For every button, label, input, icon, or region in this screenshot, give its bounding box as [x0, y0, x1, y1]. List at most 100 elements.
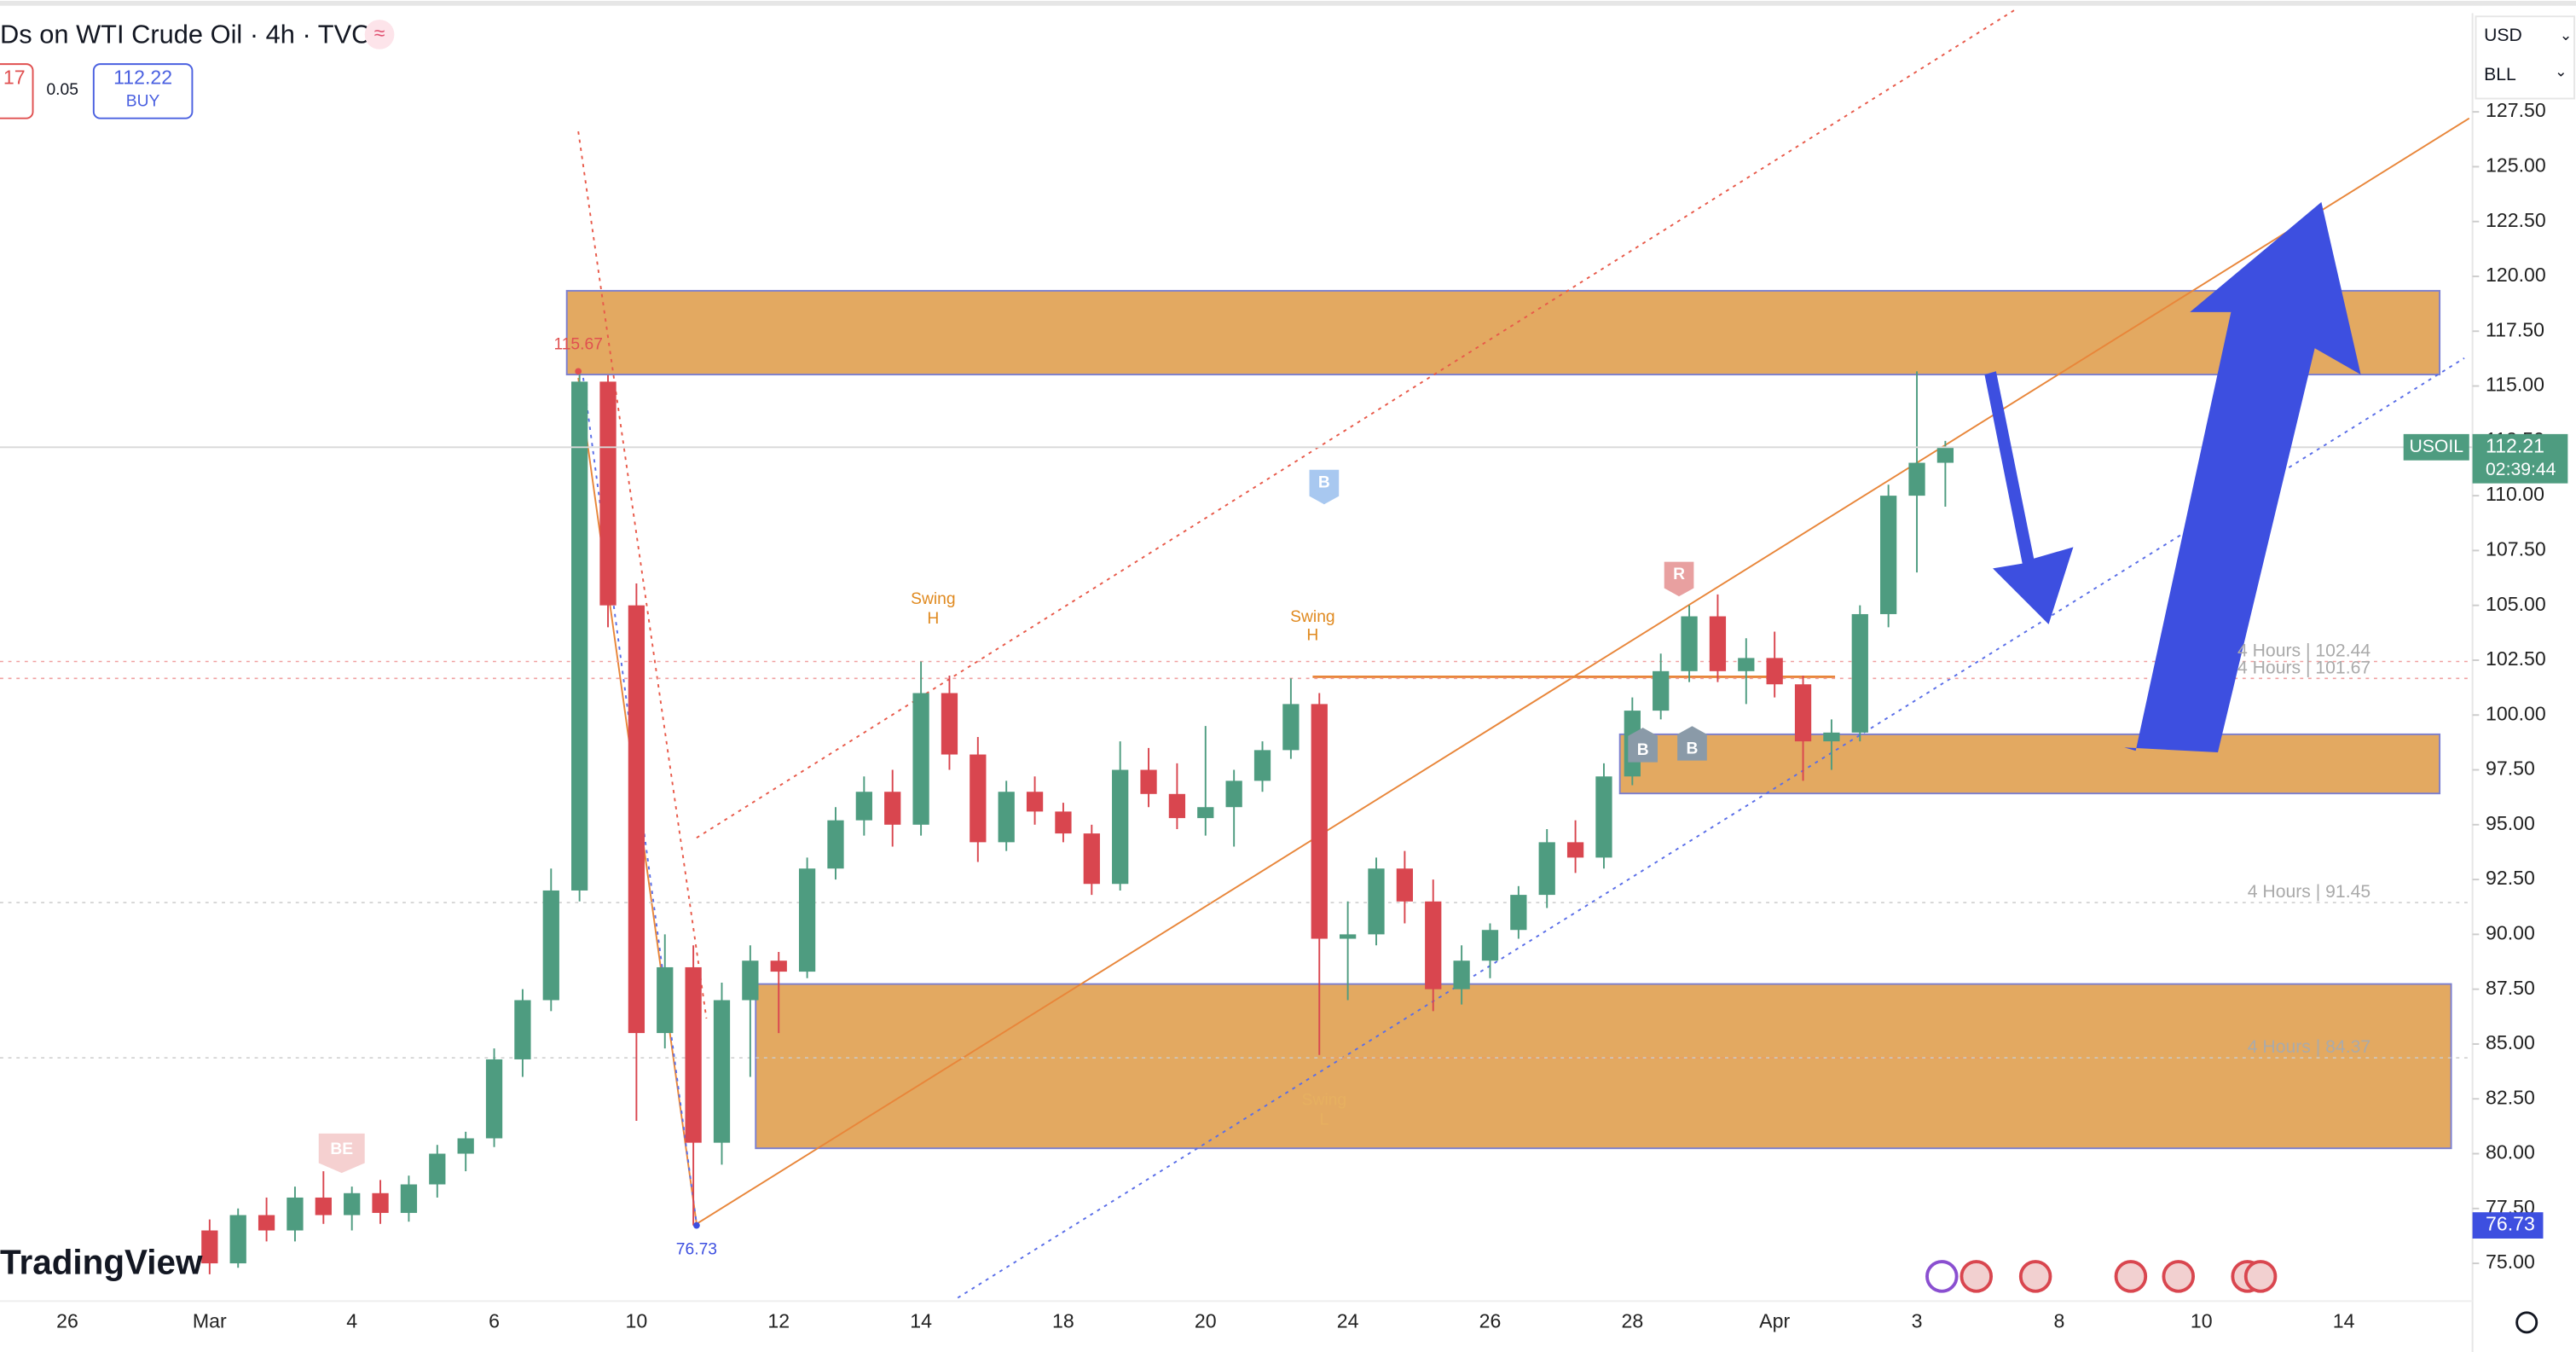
candle-body — [1595, 776, 1612, 858]
swing-label: H — [927, 610, 939, 628]
candle-body — [1453, 960, 1470, 989]
candle-body — [1908, 462, 1925, 496]
supply-zone — [565, 289, 2441, 376]
candle-body — [1880, 496, 1897, 614]
candle-body — [1510, 895, 1527, 931]
swing-label: L — [1320, 1111, 1329, 1129]
candle-body — [1368, 868, 1385, 935]
event-icon[interactable] — [2114, 1260, 2148, 1293]
last-price-label: 112.21 — [2486, 434, 2544, 456]
candle-body — [287, 1197, 304, 1231]
title-icon-bg — [364, 20, 395, 49]
badge-label: B — [1318, 473, 1330, 491]
spread: 0.05 — [46, 81, 78, 99]
x-tick-label: 10 — [2191, 1309, 2213, 1332]
symbol-tag — [2403, 433, 2469, 461]
low-label: 76.73 — [676, 1241, 717, 1259]
currency[interactable]: USD — [2484, 26, 2522, 45]
candle-body — [344, 1192, 361, 1216]
candle-body — [1396, 868, 1414, 902]
swing-label: Swing — [1290, 608, 1334, 626]
swing-label: Swing — [911, 590, 955, 608]
low-point — [693, 1221, 700, 1229]
demand-zone — [1618, 733, 2441, 795]
high-label: 115.67 — [553, 336, 602, 354]
x-tick-label: 26 — [1479, 1309, 1502, 1332]
candle-body — [1566, 842, 1584, 858]
candle-body — [400, 1184, 418, 1213]
candle-body — [457, 1138, 474, 1154]
unit-panel[interactable] — [2475, 15, 2576, 100]
fib-line — [577, 131, 708, 1019]
candle-body — [1851, 613, 1868, 733]
candle-body — [229, 1215, 246, 1264]
candle-body — [742, 960, 759, 1001]
candle-body — [1936, 447, 1954, 463]
change: 17 — [3, 67, 26, 89]
candle-body — [827, 820, 844, 869]
y-tick-label: 87.50 — [2486, 977, 2535, 999]
high-point — [575, 368, 582, 375]
candle-body — [884, 792, 901, 825]
candle-body — [258, 1215, 275, 1231]
x-tick-label: 12 — [767, 1309, 790, 1332]
candle-body — [201, 1230, 218, 1264]
buy-button[interactable] — [92, 63, 194, 119]
x-tick-label: 10 — [626, 1309, 648, 1332]
buy-price: 112.22 — [113, 67, 172, 89]
sell-button[interactable] — [0, 63, 34, 119]
chevron: ⌄ — [2555, 62, 2567, 79]
x-tick-label: 28 — [1621, 1309, 1643, 1332]
candle-body — [485, 1059, 503, 1139]
badge-label: BE — [330, 1140, 353, 1158]
y-tick-label: 82.50 — [2486, 1086, 2535, 1108]
candle-body — [1653, 670, 1670, 711]
logo: TradingView — [0, 1243, 203, 1282]
candle-body — [628, 605, 645, 1034]
x-tick-label: 8 — [2053, 1309, 2064, 1332]
event-icon[interactable] — [2243, 1260, 2278, 1293]
y-tick-label: 85.00 — [2486, 1031, 2535, 1053]
candle-body — [798, 868, 816, 972]
event-icon[interactable] — [2162, 1260, 2196, 1293]
low-price-box — [2472, 1212, 2544, 1239]
candle-body — [1738, 658, 1755, 671]
y-tick-label: 117.50 — [2486, 318, 2544, 340]
candle-body — [998, 792, 1015, 843]
y-tick-label: 80.00 — [2486, 1141, 2535, 1163]
swing-label: H — [1306, 626, 1318, 644]
candle-body — [970, 754, 987, 843]
candle-body — [1282, 704, 1300, 751]
y-tick-label: 100.00 — [2486, 702, 2546, 724]
x-tick-label: 18 — [1052, 1309, 1074, 1332]
x-tick-label: 14 — [2333, 1309, 2355, 1332]
candle-body — [912, 693, 929, 825]
x-tick-label: 3 — [1912, 1309, 1923, 1332]
y-tick-label: 122.50 — [2486, 209, 2546, 231]
candle-body — [1538, 842, 1555, 896]
y-tick-label: 92.50 — [2486, 867, 2535, 889]
unit[interactable]: BLL — [2484, 65, 2516, 84]
candle-body — [571, 381, 588, 891]
channel-line — [696, 7, 2018, 839]
candle-body — [1766, 658, 1783, 685]
candle-body — [657, 966, 674, 1034]
x-tick-label: Mar — [193, 1309, 227, 1332]
event-icon[interactable] — [1925, 1260, 1959, 1293]
event-icon[interactable] — [2018, 1260, 2052, 1293]
candle-body — [713, 1000, 731, 1143]
x-tick-label: 14 — [910, 1309, 932, 1332]
settings-icon[interactable] — [2515, 1311, 2538, 1334]
candle-body — [1055, 811, 1072, 834]
events — [1925, 1260, 2278, 1293]
candle-body — [1339, 934, 1357, 939]
y-tick-label: 125.00 — [2486, 154, 2546, 177]
candle-body — [1709, 616, 1727, 671]
low-price-label: 76.73 — [2486, 1213, 2535, 1235]
y-tick-label: 102.50 — [2486, 647, 2546, 670]
candle-body — [1112, 769, 1129, 885]
candle-body — [1083, 833, 1100, 885]
candle-body — [372, 1192, 389, 1213]
event-icon[interactable] — [1959, 1260, 1994, 1293]
